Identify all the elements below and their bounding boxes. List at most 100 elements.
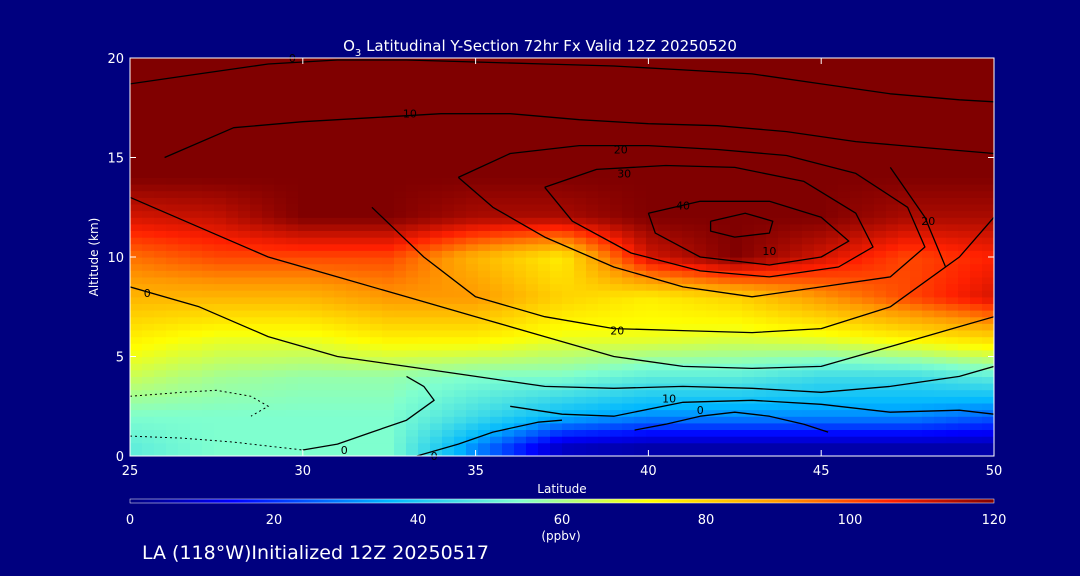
field-cell (946, 197, 959, 205)
field-cell (490, 389, 503, 397)
field-cell (718, 177, 731, 185)
field-cell (490, 117, 503, 125)
field-cell (982, 270, 994, 278)
field-cell (682, 270, 695, 278)
field-cell (790, 303, 803, 311)
field-cell (706, 164, 719, 172)
field-cell (706, 296, 719, 304)
field-cell (862, 343, 875, 351)
field-cell (814, 296, 827, 304)
contour-line (130, 196, 994, 370)
field-cell (934, 349, 947, 358)
field-cell (250, 164, 263, 172)
field-cell (706, 230, 719, 238)
field-cell (958, 131, 971, 139)
field-cell (790, 343, 803, 351)
field-cell (190, 263, 203, 271)
field-cell (466, 356, 479, 364)
field-cell (718, 323, 731, 331)
field-cell (226, 369, 239, 377)
field-cell (346, 416, 359, 424)
field-cell (766, 104, 779, 112)
field-cell (958, 170, 971, 178)
field-cell (154, 396, 167, 404)
field-cell (910, 383, 923, 391)
field-cell (274, 363, 287, 371)
field-cell (142, 91, 155, 99)
field-cell (922, 330, 935, 338)
field-cell (802, 389, 815, 397)
field-cell (634, 170, 647, 178)
field-cell (550, 84, 563, 92)
field-cell (694, 402, 707, 411)
field-cell (442, 104, 455, 112)
field-cell (970, 58, 983, 66)
field-cell (982, 349, 994, 358)
field-cell (250, 276, 263, 285)
field-cell (538, 416, 551, 424)
field-cell (202, 170, 215, 178)
field-cell (958, 436, 971, 444)
field-cell (970, 164, 983, 172)
field-cell (598, 64, 611, 72)
field-cell (250, 97, 263, 105)
field-cell (934, 124, 947, 132)
field-cell (682, 64, 695, 72)
field-cell (130, 316, 143, 324)
field-cell (862, 270, 875, 278)
field-cell (730, 396, 743, 404)
field-cell (826, 131, 839, 139)
field-cell (166, 416, 179, 424)
field-cell (754, 270, 767, 278)
field-cell (754, 170, 767, 178)
field-cell (886, 296, 899, 304)
field-cell (694, 104, 707, 112)
field-cell (358, 64, 371, 72)
field-cell (130, 283, 143, 291)
field-cell (478, 230, 491, 238)
field-cell (730, 429, 743, 437)
field-cell (382, 111, 395, 119)
field-cell (526, 363, 539, 371)
field-cell (370, 137, 383, 145)
field-cell (538, 402, 551, 411)
field-cell (178, 197, 191, 205)
field-cell (310, 104, 323, 112)
field-cell (142, 449, 155, 456)
field-cell (874, 230, 887, 238)
field-cell (874, 422, 887, 430)
field-cell (982, 376, 994, 384)
field-cell (670, 396, 683, 404)
field-cell (526, 303, 539, 311)
field-cell (490, 144, 503, 152)
field-cell (322, 323, 335, 331)
field-cell (862, 64, 875, 72)
field-cell (658, 270, 671, 278)
field-cell (346, 104, 359, 112)
field-cell (946, 203, 959, 212)
field-cell (490, 77, 503, 86)
field-cell (154, 389, 167, 397)
field-cell (526, 58, 539, 66)
field-cell (262, 150, 275, 159)
field-cell (886, 376, 899, 384)
field-cell (610, 296, 623, 304)
field-cell (154, 170, 167, 178)
field-cell (646, 190, 659, 198)
field-cell (574, 290, 587, 298)
field-cell (310, 230, 323, 238)
contour-line (130, 59, 994, 103)
field-cell (922, 223, 935, 231)
field-cell (646, 330, 659, 338)
field-cell (754, 349, 767, 358)
field-cell (874, 144, 887, 152)
field-cell (490, 429, 503, 437)
field-cell (394, 144, 407, 152)
field-cell (862, 257, 875, 265)
field-cell (262, 436, 275, 444)
field-cell (250, 177, 263, 185)
field-cell (682, 124, 695, 132)
field-cell (586, 131, 599, 139)
field-cell (502, 336, 515, 344)
